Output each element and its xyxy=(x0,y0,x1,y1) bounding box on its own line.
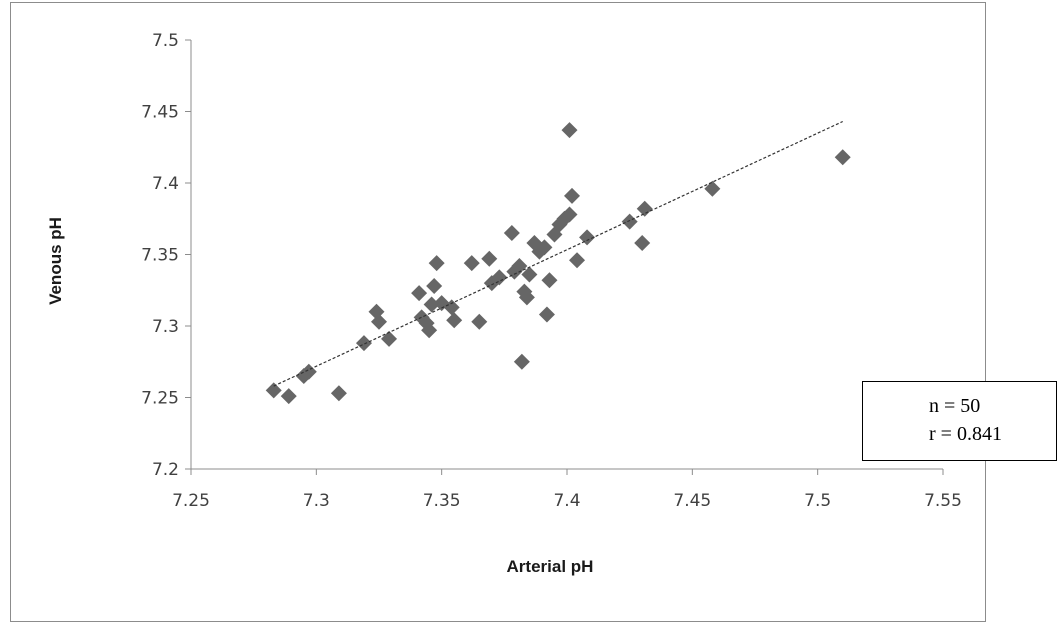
data-point xyxy=(426,277,443,294)
data-point xyxy=(280,388,297,405)
stats-box: n = 50 r = 0.841 xyxy=(862,381,1057,461)
data-point xyxy=(481,250,498,267)
data-point xyxy=(300,363,317,380)
axes xyxy=(190,40,943,470)
data-point xyxy=(513,353,530,370)
trendline xyxy=(273,120,843,387)
data-point xyxy=(704,180,721,197)
data-point xyxy=(636,200,653,217)
x-tick-label: 7.25 xyxy=(172,491,210,511)
data-point xyxy=(511,257,528,274)
x-ticks: 7.25 7.3 7.35 7.4 7.45 7.5 7.55 xyxy=(172,469,962,511)
y-axis-title: Venous pH xyxy=(46,217,65,305)
x-tick-label: 7.5 xyxy=(804,491,831,511)
data-point xyxy=(518,289,535,306)
y-tick-label: 7.45 xyxy=(141,103,179,123)
x-tick-label: 7.45 xyxy=(673,491,711,511)
data-point xyxy=(634,235,651,252)
correlation-label: r = 0.841 xyxy=(929,423,1002,445)
x-tick-label: 7.55 xyxy=(924,491,962,511)
data-point xyxy=(521,266,538,283)
data-point xyxy=(834,149,851,166)
data-point xyxy=(423,296,440,313)
scatter-chart: 7.27.257.37.357.47.457.5 7.25 7.3 7.35 7.4 7… xyxy=(46,31,962,576)
y-ticks: 7.2 7.25 7.3 7.35 7.4 7.45 7.5 xyxy=(141,31,191,480)
data-point xyxy=(569,252,586,269)
data-point xyxy=(561,122,578,139)
data-point xyxy=(561,206,578,223)
chart-area: 7.2 7.25 7.3 7.35 7.4 7.45 7.5 7.25 7.3 7.35 7.4 7… xyxy=(10,2,986,622)
data-point xyxy=(371,313,387,330)
data-point xyxy=(463,255,480,272)
y-tick-label: 7.2 xyxy=(152,460,179,480)
y-tick-label: 7.35 xyxy=(141,246,179,266)
data-point xyxy=(265,382,282,399)
data-point xyxy=(579,229,596,246)
x-axis-title: Arterial pH xyxy=(507,557,594,576)
data-points xyxy=(265,122,851,405)
y-tick-label: 7.3 xyxy=(152,317,179,337)
x-tick-label: 7.35 xyxy=(423,491,461,511)
data-point xyxy=(471,313,488,330)
data-point xyxy=(411,285,428,302)
x-tick-label: 7.3 xyxy=(303,491,330,511)
data-point xyxy=(355,335,372,352)
y-tick-label: 7.25 xyxy=(141,389,179,409)
data-point xyxy=(421,322,438,339)
data-point xyxy=(446,312,463,329)
y-tick-label: 7.4 xyxy=(152,174,179,194)
data-point xyxy=(564,187,581,204)
data-point xyxy=(381,330,398,347)
sample-size-label: n = 50 xyxy=(929,395,981,417)
data-point xyxy=(491,269,508,286)
data-point xyxy=(536,239,553,256)
x-tick-label: 7.4 xyxy=(553,491,580,511)
y-tick-label: 7.5 xyxy=(152,31,179,51)
data-point xyxy=(541,272,558,289)
data-point xyxy=(330,385,347,402)
data-point xyxy=(621,213,638,230)
data-point xyxy=(428,255,445,272)
data-point xyxy=(503,225,520,242)
data-point xyxy=(443,299,460,316)
data-point xyxy=(538,306,555,323)
